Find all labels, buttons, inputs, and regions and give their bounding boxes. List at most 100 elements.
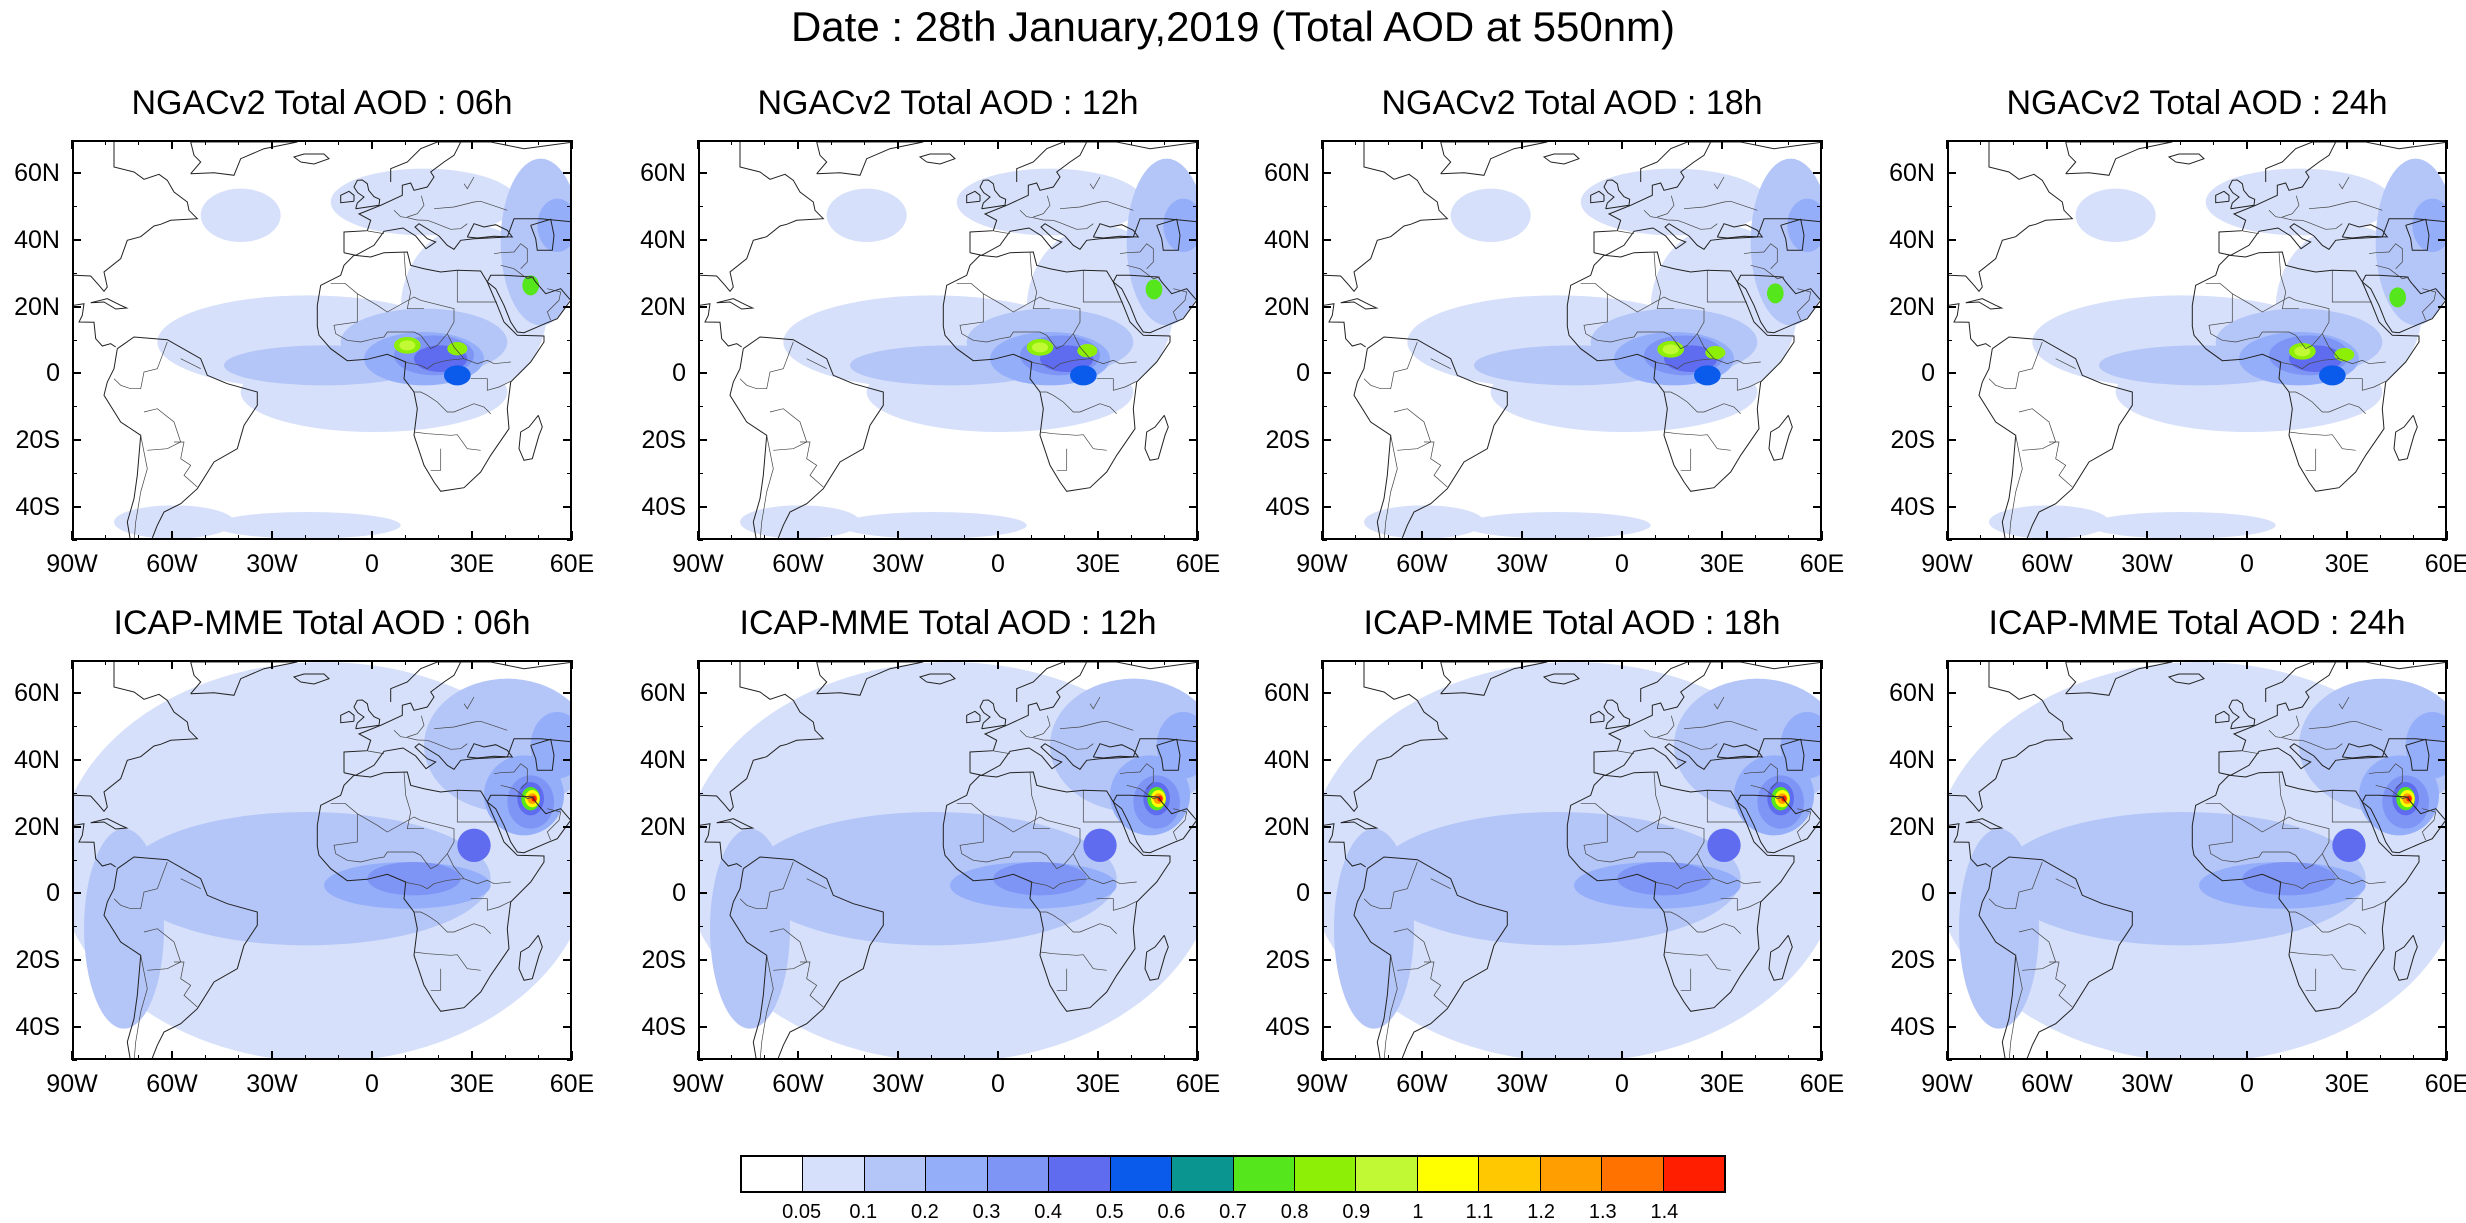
lat-tick bbox=[1947, 239, 1956, 241]
minor-tick bbox=[1817, 406, 1822, 408]
minor-tick bbox=[1654, 535, 1656, 540]
minor-tick bbox=[1554, 535, 1556, 540]
minor-tick bbox=[1164, 140, 1166, 145]
minor-tick bbox=[538, 140, 540, 145]
aod-field bbox=[74, 662, 570, 1058]
lat-tick bbox=[698, 825, 707, 828]
minor-tick bbox=[2179, 660, 2181, 665]
coastline bbox=[816, 142, 924, 176]
lon-tick bbox=[2046, 660, 2048, 669]
coastline bbox=[1156, 738, 1181, 771]
lon-tick bbox=[171, 1051, 173, 1060]
minor-tick bbox=[72, 659, 77, 661]
coastline bbox=[1978, 856, 2133, 1058]
minor-tick bbox=[1947, 726, 1952, 728]
minor-tick bbox=[2442, 139, 2447, 141]
country-border bbox=[1743, 763, 1778, 789]
minor-tick bbox=[864, 535, 866, 540]
lon-tick-label: 60W bbox=[1396, 1070, 1448, 1098]
coastline bbox=[2361, 274, 2445, 334]
minor-tick bbox=[1817, 1059, 1822, 1061]
minor-tick bbox=[1193, 339, 1198, 341]
minor-tick bbox=[1322, 926, 1327, 928]
minor-tick bbox=[2079, 140, 2081, 145]
coastline bbox=[1340, 298, 1379, 310]
lat-tick-label: 40S bbox=[1265, 492, 1310, 521]
lat-tick-label: 20N bbox=[640, 292, 686, 321]
aod-contour bbox=[1780, 712, 1820, 779]
minor-tick bbox=[567, 926, 572, 928]
country-border bbox=[470, 378, 511, 391]
minor-tick bbox=[72, 406, 77, 408]
country-border bbox=[2208, 813, 2323, 870]
lon-tick bbox=[1621, 660, 1623, 669]
minor-tick bbox=[1688, 660, 1690, 665]
minor-tick bbox=[730, 1055, 732, 1060]
coastline bbox=[343, 142, 570, 256]
lon-tick bbox=[1197, 531, 1199, 540]
minor-tick bbox=[1817, 726, 1822, 728]
minor-tick bbox=[764, 1055, 766, 1060]
country-border bbox=[993, 750, 1011, 755]
country-border bbox=[133, 955, 148, 1058]
lon-tick bbox=[2246, 660, 2248, 669]
lat-tick bbox=[1322, 305, 1331, 308]
minor-tick bbox=[1322, 659, 1327, 661]
map-frame bbox=[1322, 140, 1822, 540]
lat-tick bbox=[72, 439, 81, 441]
lat-tick bbox=[1189, 172, 1198, 175]
lon-tick bbox=[171, 660, 173, 669]
minor-tick bbox=[104, 1055, 106, 1060]
lat-tick bbox=[563, 505, 572, 508]
figure-title: Date : 28th January,2019 (Total AOD at 5… bbox=[790, 3, 1676, 50]
coastline bbox=[2393, 934, 2418, 981]
lat-tick bbox=[1947, 305, 1956, 308]
aod-field bbox=[1949, 662, 2445, 1058]
minor-tick bbox=[2213, 660, 2215, 665]
panel-title: NGACv2 Total AOD : 06h bbox=[131, 84, 513, 122]
coastline bbox=[2405, 738, 2430, 771]
minor-tick bbox=[964, 140, 966, 145]
coastline bbox=[1542, 673, 1580, 685]
lat-tick-label: 40S bbox=[641, 1012, 686, 1041]
coastline bbox=[2265, 142, 2336, 182]
lat-tick bbox=[1322, 692, 1331, 695]
aod-contour bbox=[2405, 712, 2445, 779]
minor-tick bbox=[698, 659, 703, 661]
minor-tick bbox=[304, 535, 306, 540]
country-border bbox=[1096, 378, 1137, 391]
country-border bbox=[1750, 264, 1785, 280]
minor-tick bbox=[1164, 1055, 1166, 1060]
minor-tick bbox=[730, 535, 732, 540]
minor-tick bbox=[1064, 1055, 1066, 1060]
lat-tick-label: 40N bbox=[640, 226, 686, 254]
minor-tick bbox=[930, 140, 932, 145]
coastline bbox=[340, 190, 355, 204]
country-border bbox=[463, 696, 475, 710]
lon-tick-label: 30E bbox=[449, 550, 495, 578]
country-border bbox=[1663, 431, 1731, 451]
country-border bbox=[413, 431, 481, 451]
country-border bbox=[174, 441, 198, 488]
country-border bbox=[2305, 968, 2317, 991]
minor-tick bbox=[1388, 535, 1390, 540]
colorbar-swatch bbox=[1356, 1157, 1418, 1191]
lat-tick bbox=[1813, 825, 1822, 828]
country-border bbox=[1029, 771, 1050, 830]
lat-tick bbox=[1322, 825, 1331, 828]
country-border bbox=[1680, 448, 1692, 471]
map-frame bbox=[72, 660, 572, 1060]
coastline bbox=[1736, 794, 1820, 854]
lon-tick bbox=[1721, 1051, 1723, 1060]
country-border bbox=[2278, 771, 2299, 830]
country-border bbox=[493, 243, 528, 269]
lon-tick-label: 90W bbox=[1921, 1070, 1973, 1098]
lat-tick bbox=[1813, 1025, 1822, 1028]
aod-field bbox=[740, 158, 1196, 538]
minor-tick bbox=[1588, 660, 1590, 665]
lat-tick-label: 40S bbox=[1890, 1012, 1935, 1041]
country-border bbox=[2049, 441, 2073, 488]
country-border bbox=[1029, 878, 1091, 890]
coastline bbox=[103, 336, 258, 538]
colorbar-label: 1.1 bbox=[1465, 1201, 1494, 1223]
